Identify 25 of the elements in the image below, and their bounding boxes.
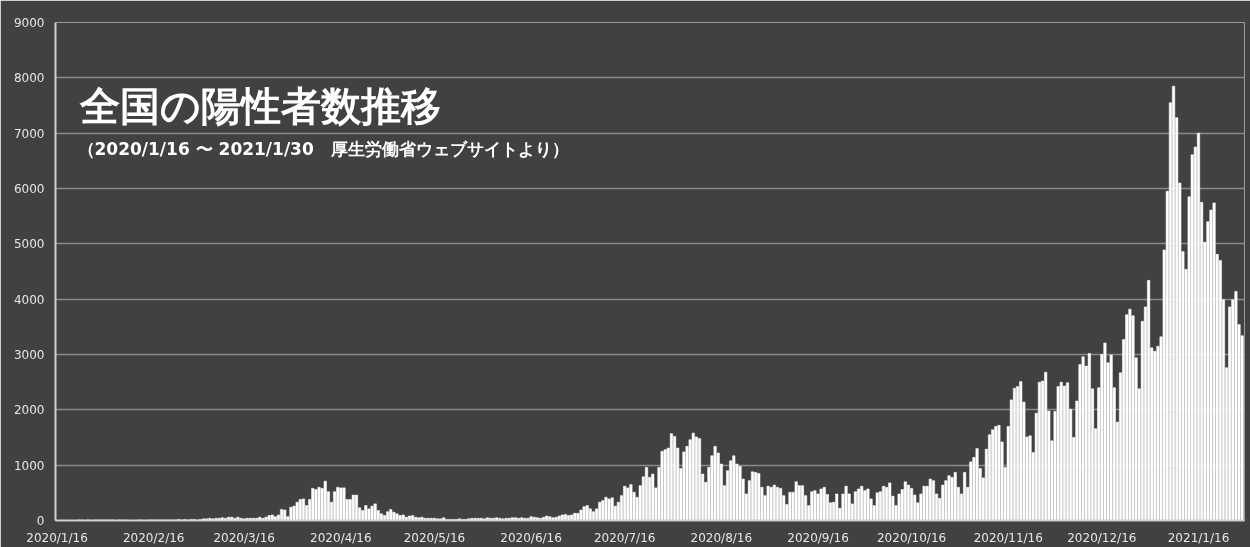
x-tick-label: 2020/4/16: [310, 530, 372, 545]
y-tick-label: 0: [36, 514, 45, 528]
x-tick-label: 2020/11/16: [973, 530, 1043, 545]
x-tick-label: 2020/8/16: [690, 530, 753, 545]
x-tick-label: 2020/3/16: [213, 530, 275, 545]
x-tick-label: 2020/10/16: [877, 530, 947, 545]
y-tick-label: 1000: [13, 458, 45, 473]
y-tick-label: 3000: [13, 348, 45, 362]
x-tick-label: 2021/1/16: [1167, 530, 1230, 545]
x-tick-label: 2020/6/16: [500, 530, 562, 545]
x-tick-label: 2020/5/16: [403, 530, 466, 545]
y-tick-label: 4000: [13, 292, 45, 307]
x-tick-label: 2020/12/16: [1067, 530, 1137, 545]
x-tick-label: 2020/1/16: [26, 530, 88, 545]
y-tick-label: 9000: [13, 16, 45, 30]
y-tick-label: 7000: [13, 126, 45, 141]
y-tick-label: 2000: [13, 403, 45, 418]
text: 全国の陽性者数推移: [78, 82, 441, 129]
text: （2020/1/16 〜 2021/1/30 厚生労働省ウェブサイトより）: [77, 138, 569, 159]
x-tick-label: 2020/7/16: [593, 530, 656, 545]
y-tick-label: 6000: [13, 182, 45, 196]
x-tick-label: 2020/9/16: [787, 530, 849, 545]
y-tick-label: 8000: [13, 71, 45, 86]
y-tick-label: 5000: [13, 237, 45, 252]
x-tick-label: 2020/2/16: [122, 530, 185, 545]
